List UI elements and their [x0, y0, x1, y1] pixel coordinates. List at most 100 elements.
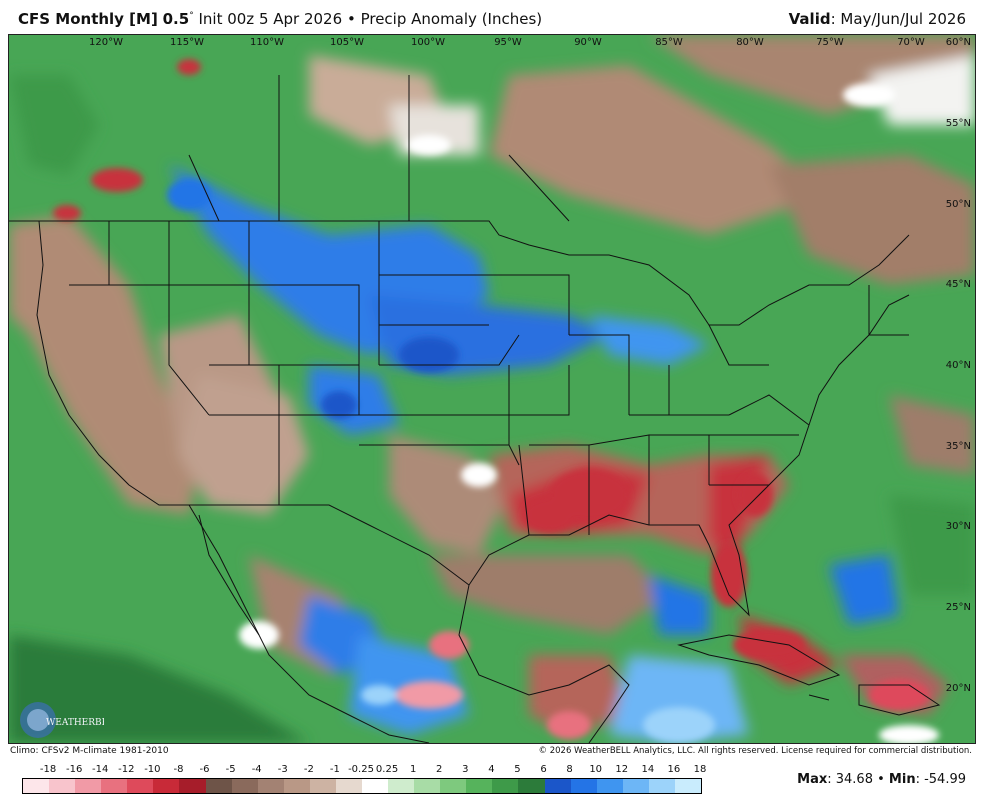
legend-swatch: [570, 779, 597, 793]
legend-swatch: [518, 779, 545, 793]
lat-label: 25°N: [946, 602, 971, 613]
map-canvas: 120°W 115°W 110°W 105°W 100°W 95°W 90°W …: [9, 35, 975, 743]
title-bullet: •: [346, 10, 356, 28]
lat-label: 40°N: [946, 360, 971, 371]
lon-label: 115°W: [170, 37, 204, 48]
max-value: : 34.68: [827, 772, 873, 787]
legend-swatch: [101, 779, 128, 793]
legend-label: -1: [329, 764, 340, 775]
legend-swatch: [492, 779, 519, 793]
legend-swatch: [648, 779, 675, 793]
lat-label: 20°N: [946, 683, 971, 694]
map-title: CFS Monthly [M] 0.5° Init 00z 5 Apr 2026…: [18, 10, 542, 28]
min-value: : -54.99: [915, 772, 966, 787]
legend-bar: [22, 778, 702, 794]
valid-value: : May/Jun/Jul 2026: [830, 10, 966, 28]
lon-label: 100°W: [411, 37, 445, 48]
legend-swatch: [309, 779, 336, 793]
init-time: Init 00z 5 Apr 2026: [198, 10, 343, 28]
legend-label: 16: [667, 764, 681, 775]
lon-label: 90°W: [574, 37, 602, 48]
lon-label: 80°W: [736, 37, 764, 48]
legend-label: -14: [92, 764, 109, 775]
legend-label: 14: [641, 764, 655, 775]
lon-label: 105°W: [330, 37, 364, 48]
stats-bullet: •: [872, 772, 889, 787]
min-label: Min: [888, 772, 916, 787]
legend-label: -12: [118, 764, 135, 775]
political-boundaries: [9, 75, 941, 743]
legend-label: 18: [693, 764, 707, 775]
legend-swatch: [440, 779, 467, 793]
latitude-labels: 60°N 55°N 50°N 45°N 40°N 35°N 30°N 25°N …: [946, 37, 971, 694]
legend-label: 5: [514, 764, 521, 775]
legend-label: 0.25: [375, 764, 399, 775]
product-name: Precip Anomaly (Inches): [360, 10, 543, 28]
legend-labels: -18 -16 -14 -12 -10 -8 -6 -5 -4 -3 -2 -1 -0.25 0.25 1 2…: [22, 764, 706, 778]
lat-label: 45°N: [946, 279, 971, 290]
legend-label: 4: [488, 764, 495, 775]
legend-swatch: [75, 779, 102, 793]
legend-label: 3: [462, 764, 469, 775]
legend-label: 10: [589, 764, 603, 775]
legend-swatch: [179, 779, 206, 793]
legend-swatch: [23, 779, 50, 793]
lat-label: 35°N: [946, 441, 971, 452]
legend-swatch: [362, 779, 389, 793]
legend-label: -4: [251, 764, 262, 775]
legend-label: -3: [277, 764, 288, 775]
lon-label: 70°W: [897, 37, 925, 48]
max-min-stats: Max: 34.68 • Min: -54.99: [797, 772, 966, 787]
legend-label: -10: [144, 764, 161, 775]
lon-label: 110°W: [250, 37, 284, 48]
precip-anomaly-map: 120°W 115°W 110°W 105°W 100°W 95°W 90°W …: [8, 34, 976, 744]
legend-label: 2: [436, 764, 443, 775]
legend-label: -18: [39, 764, 57, 775]
lon-label: 75°W: [816, 37, 844, 48]
degree-symbol: °: [189, 11, 194, 21]
lat-label: 30°N: [946, 521, 971, 532]
valid-label: Valid: [788, 10, 831, 28]
legend-swatch: [335, 779, 363, 793]
legend-swatch: [622, 779, 649, 793]
legend-swatch: [596, 779, 623, 793]
legend-swatch: [414, 779, 441, 793]
model-name: CFS Monthly [M]: [18, 10, 158, 28]
legend-label: 6: [540, 764, 547, 775]
climo-note: Climo: CFSv2 M-climate 1981-2010: [10, 746, 169, 756]
max-label: Max: [797, 772, 828, 787]
legend-label: -5: [225, 764, 236, 775]
header: CFS Monthly [M] 0.5° Init 00z 5 Apr 2026…: [0, 0, 984, 34]
model-resolution: 0.5: [162, 10, 190, 28]
legend-label: -16: [65, 764, 83, 775]
lat-label: 55°N: [946, 118, 971, 129]
legend-label: 1: [409, 764, 417, 775]
legend-swatch: [674, 779, 702, 793]
valid-period: Valid: May/Jun/Jul 2026: [789, 10, 966, 28]
legend-swatch: [127, 779, 154, 793]
logo-text: WEATHERBELL: [46, 718, 104, 728]
legend-swatch: [283, 779, 310, 793]
legend-swatch: [544, 779, 571, 793]
longitude-labels: 120°W 115°W 110°W 105°W 100°W 95°W 90°W …: [89, 37, 925, 48]
lat-label: 50°N: [946, 199, 971, 210]
legend-swatch: [466, 779, 493, 793]
copyright-note: © 2026 WeatherBELL Analytics, LLC. All r…: [538, 746, 972, 756]
legend-label: 12: [615, 764, 629, 775]
legend-swatch: [257, 779, 284, 793]
legend-label: -2: [303, 764, 314, 775]
color-legend: -18 -16 -14 -12 -10 -8 -6 -5 -4 -3 -2 -1 -0.25 0.25 1 2…: [22, 764, 706, 798]
lon-label: 85°W: [655, 37, 683, 48]
legend-swatch: [388, 779, 415, 793]
legend-swatch: [205, 779, 232, 793]
lat-label: 60°N: [946, 37, 971, 48]
weatherbell-logo: WEATHERBELL: [20, 702, 104, 738]
legend-label: -6: [199, 764, 210, 775]
legend-label: -8: [173, 764, 184, 775]
lon-label: 95°W: [494, 37, 522, 48]
legend-swatch: [231, 779, 258, 793]
lon-label: 120°W: [89, 37, 123, 48]
legend-swatch: [49, 779, 76, 793]
legend-label: -0.25: [348, 764, 374, 775]
legend-swatch: [153, 779, 180, 793]
